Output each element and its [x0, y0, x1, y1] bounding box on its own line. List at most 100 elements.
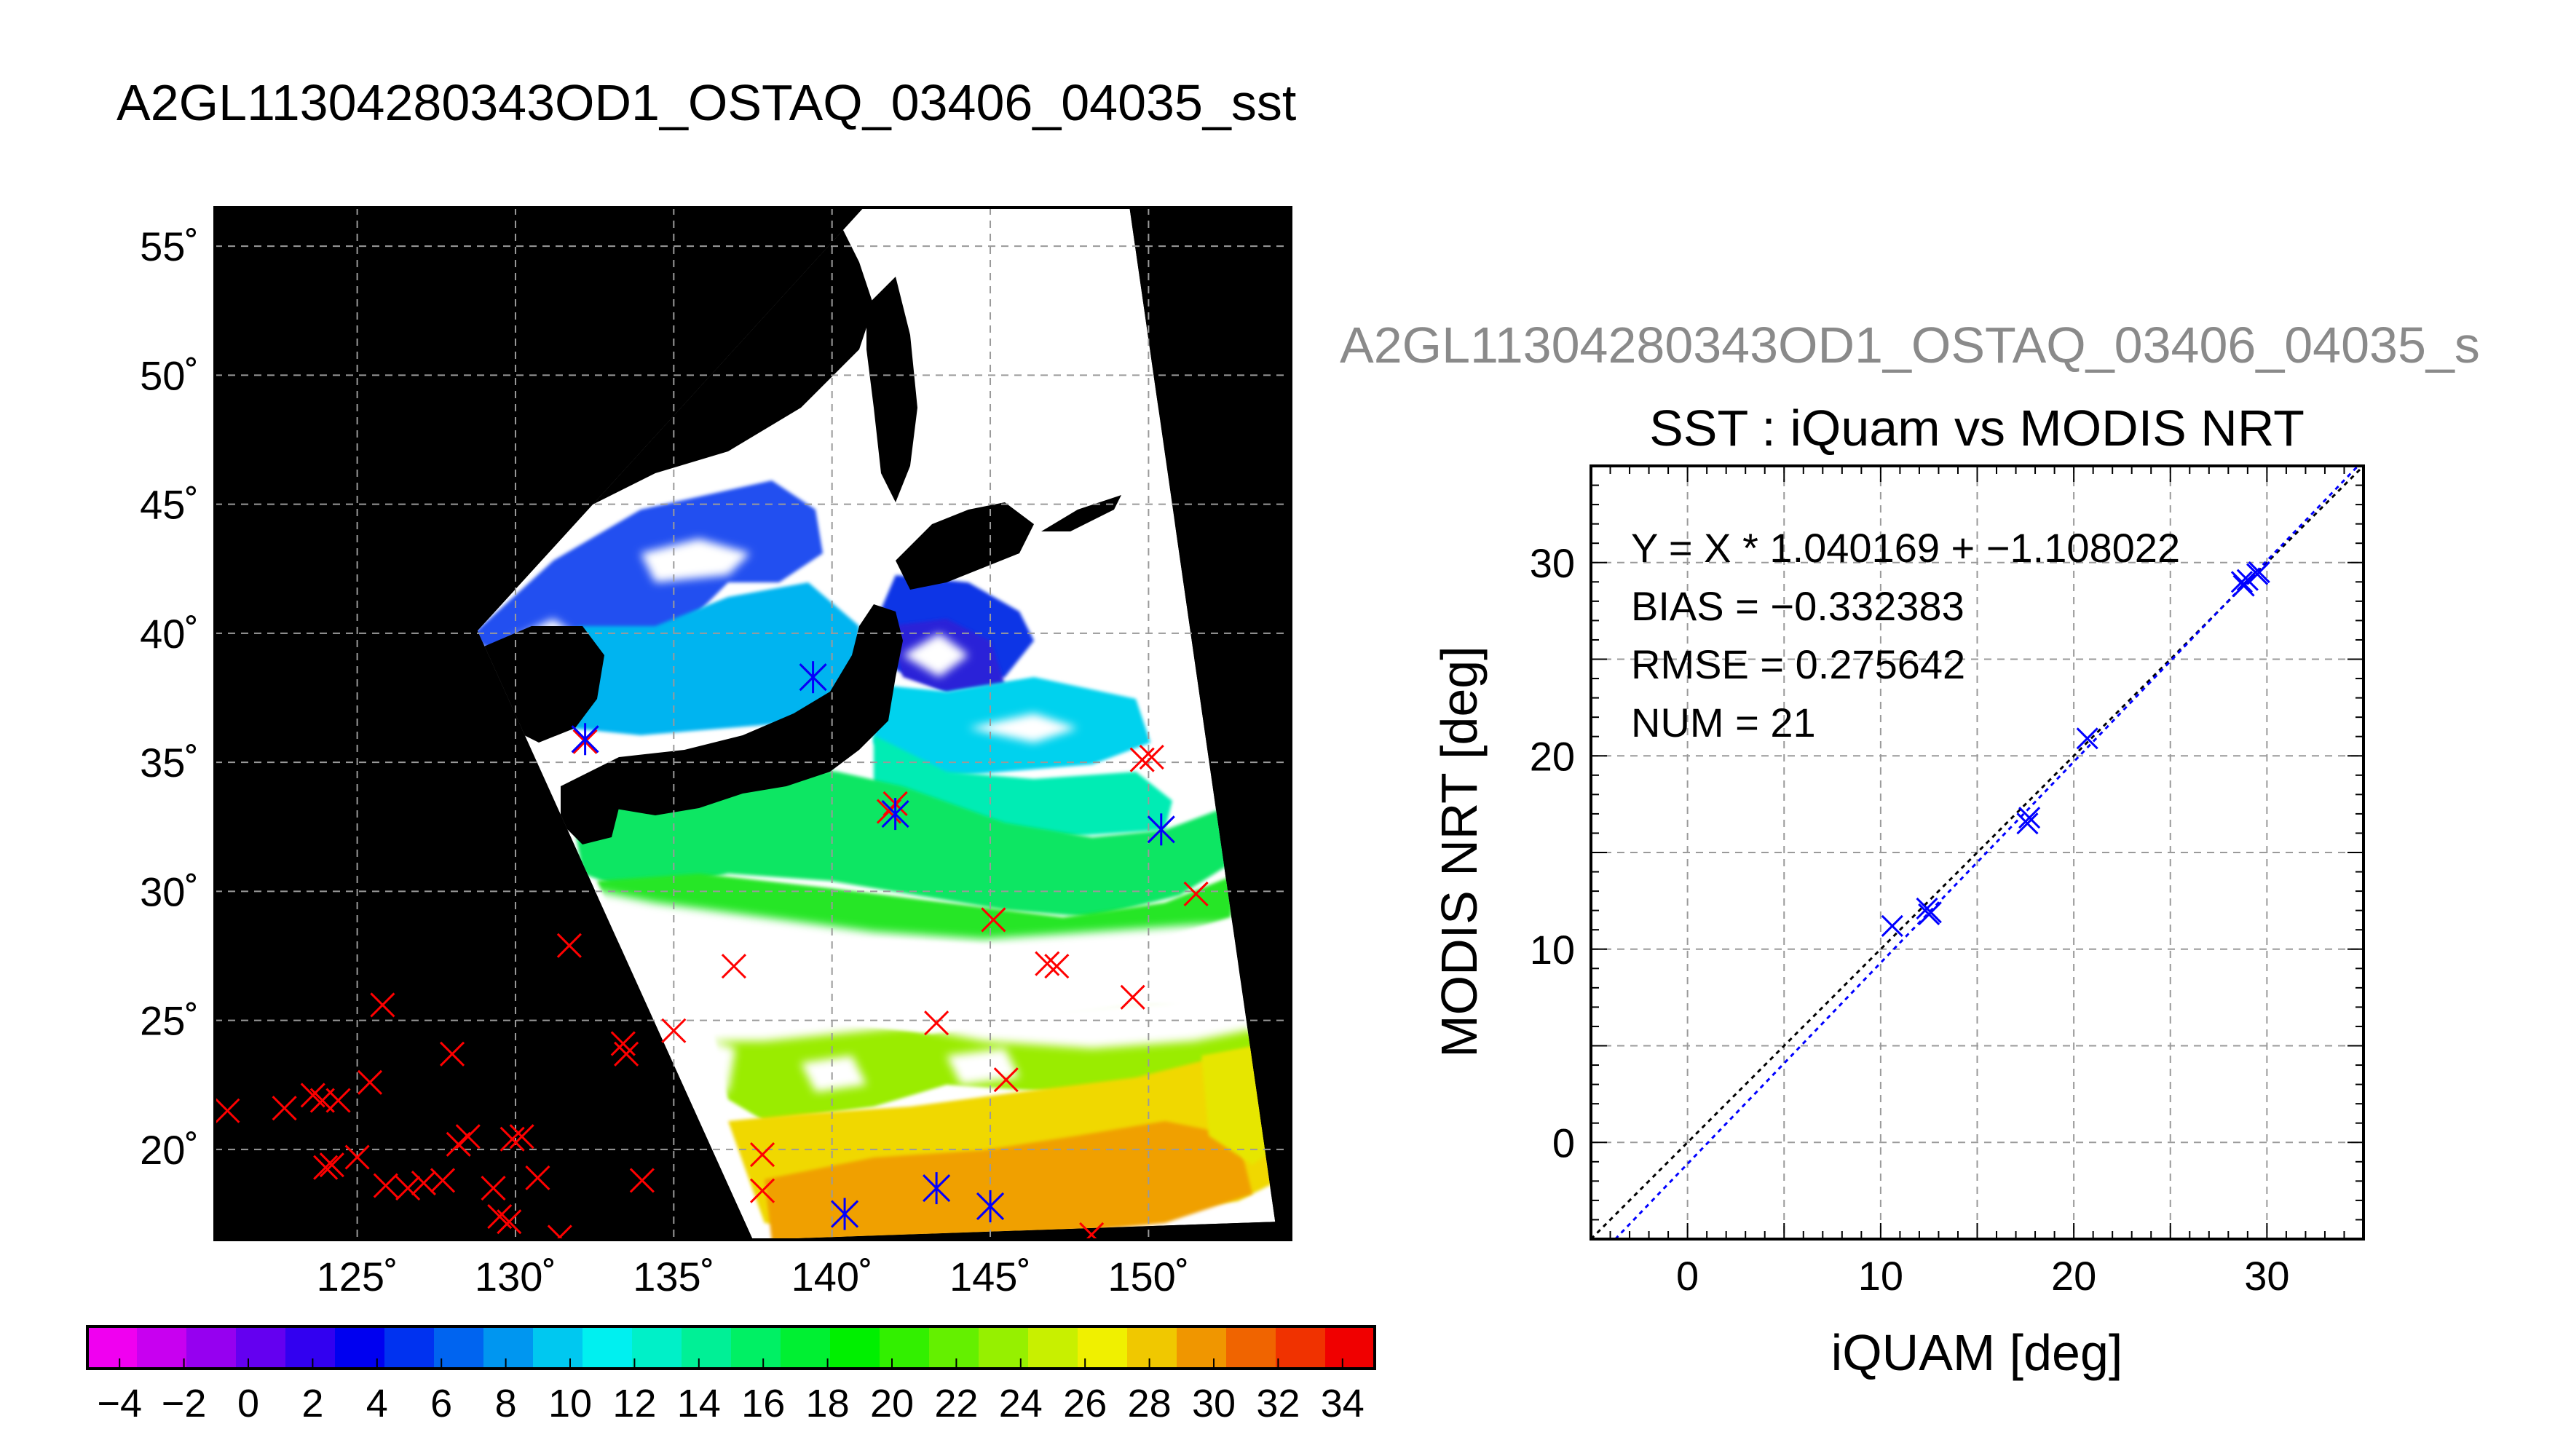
scatter-x-tick-label: 0	[1676, 1253, 1699, 1299]
colorbar-tick-label: 2	[301, 1382, 323, 1425]
scatter-points	[1881, 561, 2270, 937]
colorbar: −4 −2 0 2 4 6 8 10 12 14 16 18 20 22 24 26 28 30 32 34	[86, 1325, 1376, 1425]
colorbar-cell	[186, 1326, 237, 1369]
colorbar-cell	[1226, 1326, 1276, 1369]
main-title: A2GL11304280343OD1_OSTAQ_03406_04035_sst	[117, 74, 1296, 131]
stats-annotations: Y = X * 1.040169 + −1.108022 BIAS = −0.3…	[1631, 525, 2180, 745]
colorbar-tick-label: 32	[1256, 1382, 1300, 1425]
insitu-marker	[661, 1018, 687, 1043]
colorbar-cell	[1177, 1326, 1227, 1369]
map-x-tick-label: 135˚	[633, 1254, 714, 1299]
sst-field	[477, 207, 1276, 1240]
colorbar-cell	[682, 1326, 732, 1369]
scatter-y-tick-label: 10	[1530, 927, 1575, 973]
insitu-marker	[924, 1010, 949, 1036]
land-hokkaido	[896, 502, 1034, 590]
sst-green-shikoku	[568, 764, 1238, 917]
scatter-ticks: 0 10 20 30 0 10 20 30	[1530, 465, 2364, 1299]
colorbar-tick-label: 8	[495, 1382, 517, 1425]
colorbar-cell	[1276, 1326, 1326, 1369]
matchup-marker	[923, 1172, 951, 1205]
map-frame	[213, 206, 1292, 1241]
matchup-marker	[799, 661, 827, 694]
colorbar-tick-label: 24	[999, 1382, 1043, 1425]
matchup-marker	[1147, 813, 1175, 846]
colorbar-cell	[1028, 1326, 1078, 1369]
insitu-marker	[344, 1144, 370, 1170]
colorbar-cell	[781, 1326, 831, 1369]
colorbar-tick-label: 0	[237, 1382, 259, 1425]
colorbar-cell	[830, 1326, 880, 1369]
scatter-x-tick-label: 10	[1858, 1253, 1903, 1299]
scatter-plot: SST : iQuam vs MODIS NRT 0 10 20 300102030 …	[1431, 400, 2365, 1381]
colorbar-tick-label: 18	[806, 1382, 850, 1425]
scatter-y-label: MODIS NRT [deg]	[1431, 646, 1488, 1057]
scatter-point	[1919, 901, 1942, 924]
insitu-marker	[313, 1155, 339, 1180]
matchup-marker	[976, 1190, 1005, 1222]
sst-orange-south	[765, 1121, 1252, 1240]
insitu-marker	[1035, 951, 1060, 976]
swath	[477, 207, 1276, 1240]
insitu-marker	[430, 1168, 456, 1193]
land-honshu	[561, 604, 903, 815]
insitu-marker	[547, 1224, 572, 1240]
colorbar-tick-label: 22	[934, 1382, 978, 1425]
insitu-marker	[499, 1126, 525, 1152]
scatter-point	[2018, 807, 2041, 829]
map-y-tick-label: 40˚	[140, 611, 199, 657]
insitu-marker	[525, 1165, 550, 1190]
sst-map: 125˚ 130˚ 135˚ 140˚ 145˚ 150˚ 20˚ 25˚ 30˚ 35˚ 40˚ 4…	[140, 206, 1292, 1299]
colorbar-cell	[533, 1326, 583, 1369]
map-x-tick-label: 140˚	[791, 1254, 873, 1299]
colorbar-tick-label: 20	[870, 1382, 914, 1425]
num-value: NUM = 21	[1631, 700, 1816, 745]
insitu-marker	[614, 1041, 639, 1067]
colorbar-cell	[880, 1326, 930, 1369]
colorbar-tick-label: 30	[1192, 1382, 1236, 1425]
insitu-marker	[370, 992, 395, 1018]
colorbar-tick-label: 4	[366, 1382, 388, 1425]
scatter-point	[2232, 574, 2255, 597]
insitu-marker	[373, 1173, 398, 1198]
colorbar-tick-label: 26	[1063, 1382, 1107, 1425]
scatter-x-tick-label: 30	[2244, 1253, 2289, 1299]
map-x-tick-label: 150˚	[1107, 1254, 1189, 1299]
insitu-marker	[509, 1124, 534, 1150]
scatter-point	[2076, 727, 2098, 750]
colorbar-tick-label: 12	[612, 1382, 656, 1425]
colorbar-cell	[285, 1326, 336, 1369]
scatter-y-tick-label: 20	[1530, 733, 1575, 779]
colorbar-tick-label: 16	[741, 1382, 785, 1425]
map-grid	[215, 207, 1291, 1240]
colorbar-tick-label: 34	[1321, 1382, 1365, 1425]
insitu-marker	[446, 1131, 471, 1157]
colorbar-cell	[929, 1326, 979, 1369]
colorbar-tick-label: −4	[97, 1382, 142, 1425]
colorbar-cell	[1127, 1326, 1177, 1369]
colorbar-cell	[632, 1326, 682, 1369]
colorbar-cell	[731, 1326, 781, 1369]
map-y-tick-label: 30˚	[140, 869, 199, 914]
insitu-marker	[395, 1176, 421, 1201]
map-ticks: 125˚ 130˚ 135˚ 140˚ 145˚ 150˚ 20˚ 25˚ 30˚ 35˚ 40˚ 4…	[140, 223, 1189, 1299]
insitu-marker	[993, 1067, 1019, 1093]
map-y-tick-label: 25˚	[140, 998, 199, 1044]
insitu-marker	[497, 1209, 522, 1235]
scatter-y-tick-label: 0	[1552, 1120, 1575, 1166]
colorbar-cell	[384, 1326, 435, 1369]
colorbar-tick-label: 14	[677, 1382, 721, 1425]
map-y-tick-label: 50˚	[140, 352, 199, 398]
colorbar-frame	[86, 1325, 1376, 1370]
insitu-marker	[481, 1176, 506, 1201]
secondary-title: A2GL11304280343OD1_OSTAQ_03406_04035_s	[1340, 317, 2480, 373]
map-x-tick-label: 125˚	[317, 1254, 398, 1299]
colorbar-cell	[236, 1326, 286, 1369]
insitu-marker	[455, 1124, 481, 1150]
bias-value: BIAS = −0.332383	[1631, 583, 1964, 629]
colorbar-cell	[137, 1326, 187, 1369]
insitu-marker	[272, 1096, 297, 1121]
matchup-marker	[831, 1198, 859, 1230]
insitu-marker	[319, 1152, 344, 1178]
